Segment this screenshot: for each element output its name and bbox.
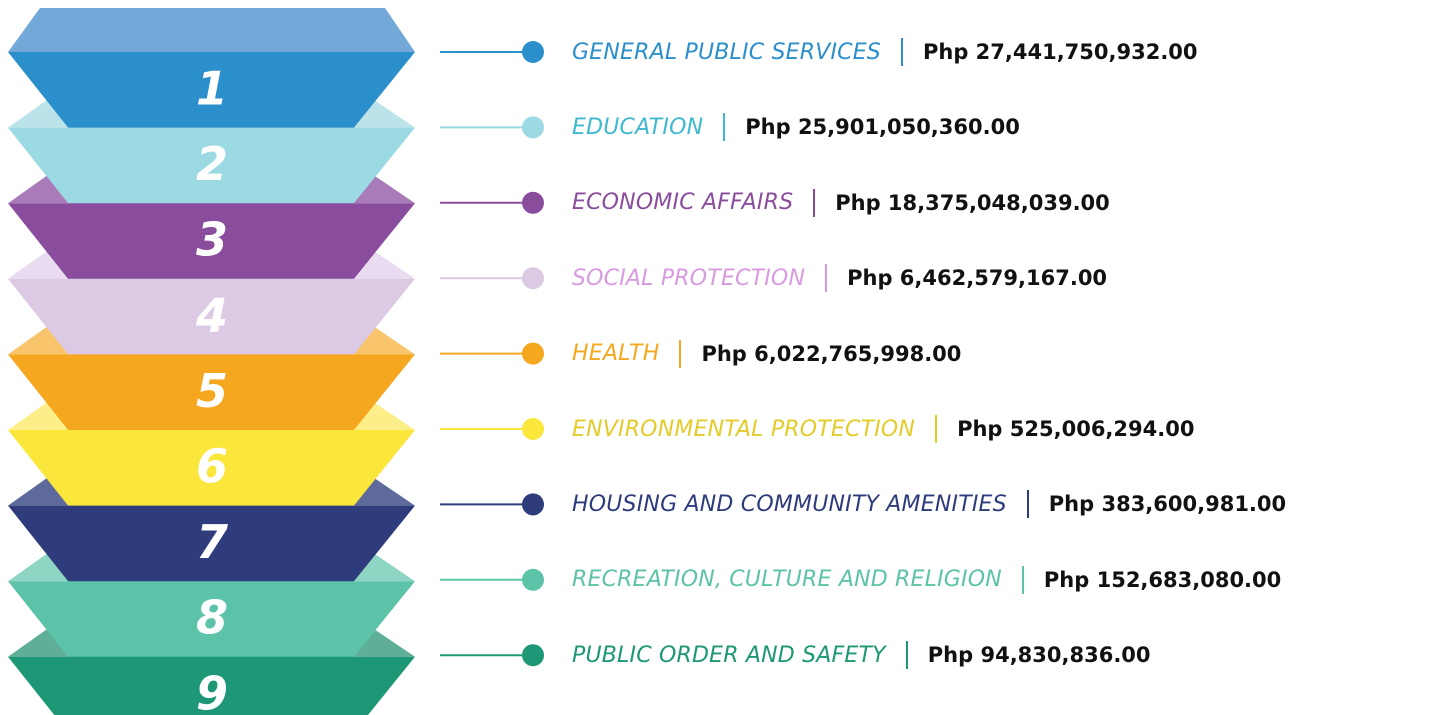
item-row: GENERAL PUBLIC SERVICES Php 27,441,750,93…	[572, 37, 1198, 67]
item-row: ECONOMIC AFFAIRS Php 18,375,048,039.00	[572, 188, 1110, 218]
item-amount: Php 27,441,750,932.00	[922, 40, 1198, 64]
band-top	[8, 8, 415, 52]
band-front	[8, 430, 415, 508]
item-amount: Php 525,006,294.00	[957, 417, 1195, 441]
band-front	[8, 505, 415, 584]
item-amount: Php 25,901,050,360.00	[745, 115, 1020, 140]
separator	[905, 641, 908, 670]
band-number: 3	[196, 213, 228, 267]
item-row: HOUSING AND COMMUNITY AMENITIES Php 383,6…	[572, 489, 1286, 519]
band-front	[8, 278, 415, 357]
band-number: 1	[196, 62, 228, 116]
item-label: HEALTH	[572, 341, 660, 367]
band-front	[8, 203, 415, 282]
connector-dot	[522, 568, 544, 591]
separator	[679, 339, 682, 368]
separator	[825, 264, 828, 293]
connector-dot	[522, 493, 544, 516]
item-row: HEALTH Php 6,022,765,998.00	[572, 339, 961, 369]
separator	[1021, 565, 1024, 594]
item-row: EDUCATION Php 25,901,050,360.00	[572, 112, 1020, 142]
item-amount: Php 152,683,080.00	[1043, 567, 1282, 592]
item-row: SOCIAL PROTECTION Php 6,462,579,167.00	[572, 263, 1107, 293]
item-amount: Php 383,600,981.00	[1048, 492, 1287, 517]
item-label: RECREATION, CULTURE AND RELIGION	[572, 567, 1002, 593]
connector-dot	[522, 41, 544, 63]
connector-dot	[522, 191, 544, 214]
item-amount: Php 6,462,579,167.00	[847, 266, 1108, 291]
separator	[723, 113, 726, 142]
item-amount: Php 18,375,048,039.00	[835, 190, 1110, 215]
band-front	[8, 581, 415, 660]
band-front	[8, 354, 415, 433]
band-number: 2	[196, 137, 228, 191]
item-row: RECREATION, CULTURE AND RELIGION Php 152,…	[572, 565, 1281, 595]
connector-dot	[522, 644, 544, 667]
connector-dot	[522, 418, 544, 440]
band-number: 7	[196, 515, 228, 569]
separator	[900, 38, 903, 66]
band-front	[8, 127, 415, 206]
connector-dot	[522, 342, 544, 365]
item-row: ENVIRONMENTAL PROTECTION Php 525,006,294.…	[572, 414, 1194, 444]
item-label: EDUCATION	[572, 114, 704, 140]
item-label: PUBLIC ORDER AND SAFETY	[572, 642, 886, 668]
separator	[813, 188, 816, 217]
connector-dot	[522, 267, 544, 290]
item-label: HOUSING AND COMMUNITY AMENITIES	[572, 491, 1007, 517]
item-label: ENVIRONMENTAL PROTECTION	[572, 416, 916, 442]
item-label: SOCIAL PROTECTION	[572, 265, 806, 291]
separator	[1026, 490, 1029, 519]
band-number: 5	[196, 364, 228, 418]
item-label: GENERAL PUBLIC SERVICES	[572, 39, 881, 65]
band-front	[8, 52, 415, 130]
band-front	[8, 656, 415, 715]
connector-dot	[522, 116, 544, 139]
band-number: 6	[196, 440, 228, 494]
item-row: PUBLIC ORDER AND SAFETY Php 94,830,836.00	[572, 640, 1151, 670]
band-number: 4	[195, 288, 228, 342]
item-amount: Php 94,830,836.00	[927, 643, 1151, 668]
band-number: 8	[196, 591, 228, 645]
separator	[935, 415, 938, 443]
band-number: 9	[196, 666, 228, 715]
item-amount: Php 6,022,765,998.00	[701, 341, 962, 366]
item-label: ECONOMIC AFFAIRS	[572, 190, 794, 216]
